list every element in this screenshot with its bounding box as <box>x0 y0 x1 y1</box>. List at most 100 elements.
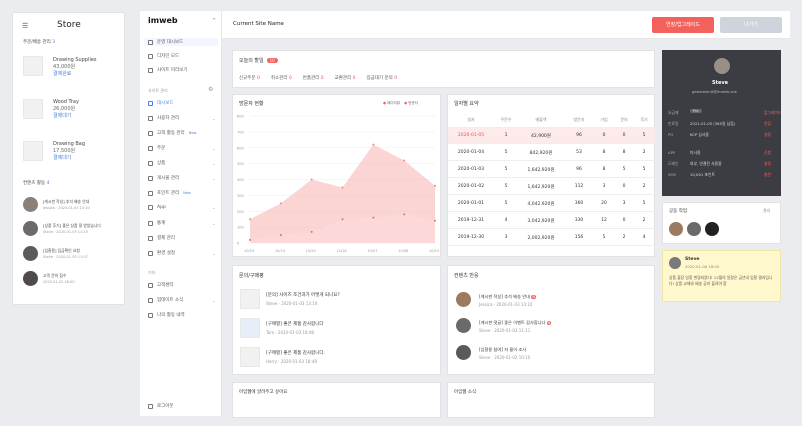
order-status[interactable]: 결제완료 <box>53 71 72 77</box>
product-thumb[interactable] <box>23 99 43 119</box>
profile-row-value: KCP 심사중 <box>690 132 709 137</box>
upgrade-button[interactable]: 연장/업그레이드 <box>652 17 714 33</box>
nav-item-design[interactable]: 디자인 모드 <box>148 53 179 59</box>
avatar[interactable] <box>456 292 471 307</box>
data-point[interactable] <box>403 213 406 216</box>
settings-gear-icon[interactable]: ⚙ <box>208 86 214 93</box>
nav-item-orders[interactable]: 주문 ⌄ <box>148 145 215 151</box>
nav-item-points[interactable]: 포인트 관리 New <box>148 190 191 196</box>
data-point[interactable] <box>249 218 251 221</box>
profile-row-action[interactable]: 업그레이드 <box>764 110 782 115</box>
table-row[interactable]: 2019-12-31 4 3,042,920원 330 12 0 2 <box>448 213 655 229</box>
menu-icon[interactable]: ☰ <box>22 22 29 30</box>
avatar[interactable] <box>23 246 38 261</box>
inquiry-text[interactable]: [구매평] 좋은 제품 감사합니다. <box>266 351 325 356</box>
nav-item-payment[interactable]: 결제 관리 <box>148 235 175 241</box>
logo[interactable]: imweb <box>148 16 178 25</box>
task-cancel[interactable]: 취소관리 0 <box>270 76 292 81</box>
product-thumb[interactable] <box>240 347 260 367</box>
data-point[interactable] <box>279 234 282 237</box>
table-row[interactable]: 2020-01-04 5 842,920원 53 8 8 2 <box>448 145 655 161</box>
content-text[interactable]: [게시판 작성] 추석 배송 안내 N <box>479 294 536 299</box>
product-thumb[interactable] <box>240 318 260 338</box>
avatar[interactable] <box>456 318 471 333</box>
data-point[interactable] <box>341 186 344 189</box>
news-title[interactable]: 아임웹 소식 <box>454 390 477 395</box>
avatar[interactable] <box>23 197 38 212</box>
nav-item-posts[interactable]: 게시물 관리 ⌄ <box>148 175 215 181</box>
data-point[interactable] <box>279 202 282 205</box>
nav-item-logout[interactable]: 로그아웃 <box>148 403 174 409</box>
profile-row-action[interactable]: 연장 <box>764 121 771 126</box>
product-name[interactable]: Wood Tray <box>53 99 79 105</box>
product-thumb[interactable] <box>240 289 260 309</box>
table-row[interactable]: 2020-01-05 1 42,900원 96 0 0 5 <box>448 128 655 144</box>
nav-item-app[interactable]: App ⌄ <box>148 205 215 210</box>
collapse-icon[interactable]: ^ <box>212 18 217 24</box>
avatar[interactable] <box>456 345 471 360</box>
exit-button[interactable]: 나가기 <box>720 17 782 33</box>
activity-text[interactable]: [상품 후기] 좋은 상품 잘 받았습니다 <box>43 223 101 228</box>
content-text[interactable]: [입찰용 참여] 저 물어 조사 <box>479 347 527 352</box>
content-text[interactable]: [게시판 댓글] 좋은 이벤트 감사합니다 N <box>479 320 552 325</box>
activity-text[interactable]: 고객 문의 접수 <box>43 273 67 278</box>
feedback-title[interactable]: 아임웹에 알려주고 싶어요 <box>239 390 288 395</box>
data-point[interactable] <box>310 230 313 233</box>
y-tick-label: 100 <box>237 226 244 230</box>
profile-row-action[interactable]: 충전 <box>764 172 771 177</box>
product-name[interactable]: Drawing Supplies <box>53 57 97 63</box>
task-exchange[interactable]: 교환관리 0 <box>334 76 356 81</box>
nav-item-preview[interactable]: 사이트 미리보기 <box>148 67 187 73</box>
memo-card[interactable]: Steve 2020-01-06 18:00 상품 출장 일정 변경되었다! 1… <box>662 250 781 302</box>
column-header: 문의 <box>620 116 628 122</box>
nav-item-users[interactable]: 사용자 관리 ⌄ <box>148 115 215 121</box>
avatar[interactable] <box>23 271 38 286</box>
order-status[interactable]: 결제대기 <box>53 155 72 161</box>
nav-item-settings[interactable]: 환경 설정 ⌄ <box>148 250 215 256</box>
product-name[interactable]: Drawing Bag <box>53 141 86 147</box>
data-point[interactable] <box>341 218 344 221</box>
collab-manage-link[interactable]: 관리 <box>763 208 771 213</box>
data-point[interactable] <box>310 178 313 181</box>
task-return[interactable]: 반품관리 0 <box>302 76 324 81</box>
profile-row-action[interactable]: 설정 <box>764 161 771 166</box>
data-point[interactable] <box>372 216 375 219</box>
nav-item-updates[interactable]: 업데이트 소식 ⌄ <box>148 297 215 303</box>
table-row[interactable]: 2020-01-01 5 4,042,920원 360 20 3 5 <box>448 196 655 212</box>
profile-row-action[interactable]: 설정 <box>764 132 771 137</box>
nav-item-support[interactable]: 고객센터 <box>148 282 174 288</box>
activity-text[interactable]: [입찰용] 입금확인 요청 <box>43 248 80 253</box>
nav-item-my-activity[interactable]: 나의 활동 내역 <box>148 312 185 318</box>
nav-item-dashboard[interactable]: 운영 대시보드 <box>144 38 218 46</box>
avatar[interactable] <box>687 222 701 236</box>
profile-avatar[interactable] <box>714 58 730 74</box>
table-row[interactable]: 2020-01-03 5 1,642,920원 96 8 5 5 <box>448 162 655 178</box>
activity-text[interactable]: [게시판 작성] 추석 배송 안내 <box>43 199 90 204</box>
nav-item-customer[interactable]: 고객 활동 관리 New <box>148 130 196 136</box>
task-deposit[interactable]: 입금대기 문의 0 <box>366 76 398 81</box>
avatar[interactable] <box>23 221 38 236</box>
profile-row-value: 2021-01-05 (365일 남음) <box>690 121 736 126</box>
table-row[interactable]: 2019-12-30 3 2,002,920원 156 5 2 4 <box>448 230 655 246</box>
avatar[interactable] <box>669 222 683 236</box>
profile-row-action[interactable]: 신청 <box>764 150 771 155</box>
inquiry-text[interactable]: [문의] 사이즈 조건과가 어떻게 되나요? <box>266 293 340 298</box>
task-new-orders[interactable]: 신규주문 0 <box>239 76 260 81</box>
inquiry-text[interactable]: [구매평] 좋은 제품 감사합니다 <box>266 322 324 327</box>
today-title: 오늘의 할일 <box>239 58 264 64</box>
nav-item-products[interactable]: 상품 ⌄ <box>148 160 215 166</box>
table-cell: 2 <box>642 184 646 189</box>
nav-item-main[interactable]: 대시보드 <box>148 100 174 106</box>
data-point[interactable] <box>249 238 251 241</box>
data-point[interactable] <box>372 143 375 146</box>
data-point[interactable] <box>403 159 406 162</box>
data-point[interactable] <box>434 184 436 187</box>
table-row[interactable]: 2020-01-02 5 1,642,920원 112 3 0 2 <box>448 179 655 195</box>
nav-item-stats[interactable]: 통계 ⌄ <box>148 220 215 226</box>
order-status[interactable]: 결제대기 <box>53 113 72 119</box>
product-thumb[interactable] <box>23 141 43 161</box>
data-point[interactable] <box>434 219 436 222</box>
profile-name[interactable]: Steve <box>712 80 729 86</box>
avatar[interactable] <box>705 222 719 236</box>
product-thumb[interactable] <box>23 56 43 76</box>
